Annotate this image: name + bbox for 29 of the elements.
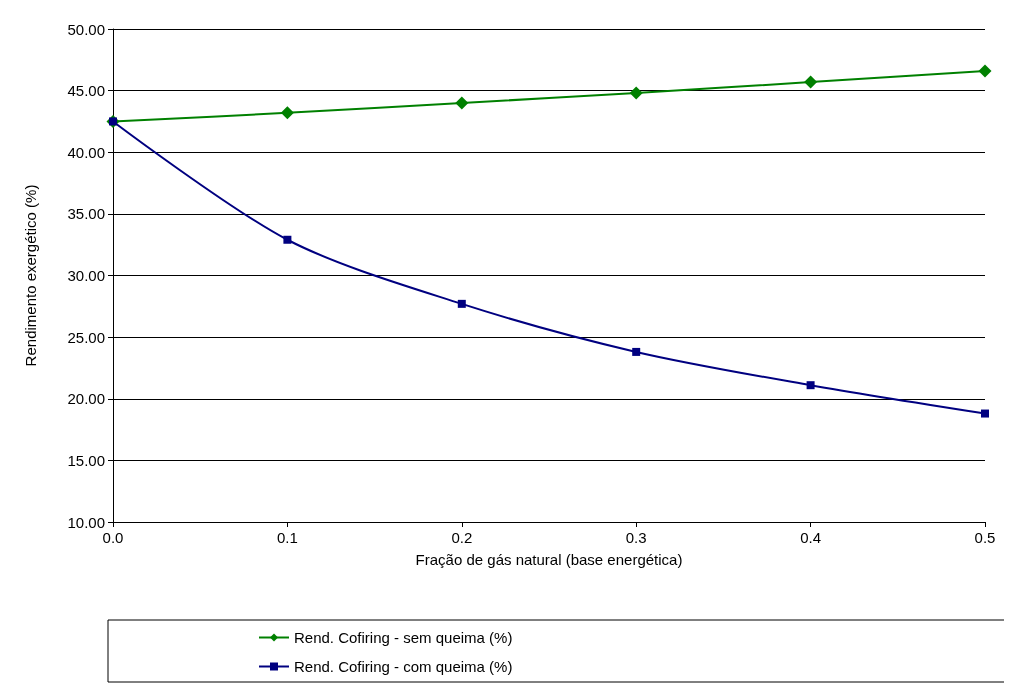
legend-label: Rend. Cofiring - sem queima (%) [294, 629, 513, 646]
y-tick-label: 25.00 [67, 328, 105, 346]
x-tick-label: 0.5 [974, 529, 996, 546]
y-tick-label: 50.00 [67, 20, 105, 38]
point [804, 75, 818, 89]
point [806, 381, 815, 390]
point [978, 64, 992, 78]
point [283, 235, 292, 244]
y-tick-label: 30.00 [67, 267, 105, 284]
point [981, 409, 989, 418]
x-tick-label: 0.4 [800, 529, 822, 546]
y-tick-label: 35.00 [67, 205, 105, 223]
x-axis-title: Fração de gás natural (base energética) [415, 551, 683, 568]
y-tick-label: 15.00 [67, 451, 105, 469]
y-tick-label: 20.00 [67, 390, 105, 408]
x-tick-label: 0.2 [451, 529, 473, 546]
point [632, 347, 641, 356]
y-tick-label: 10.00 [67, 513, 105, 531]
point [457, 299, 466, 308]
point [629, 86, 643, 100]
y-axis-title: Rendimento exergético (%) [22, 184, 39, 367]
x-tick-label: 0.3 [625, 529, 647, 546]
x-tick-label: 0.0 [102, 529, 124, 546]
point [280, 106, 294, 120]
legend-label: Rend. Cofiring - com queima (%) [294, 658, 513, 675]
point [455, 96, 469, 110]
y-tick-label: 45.00 [67, 82, 105, 100]
x-tick-label: 0.1 [276, 529, 298, 546]
y-tick-label: 40.00 [67, 143, 105, 161]
